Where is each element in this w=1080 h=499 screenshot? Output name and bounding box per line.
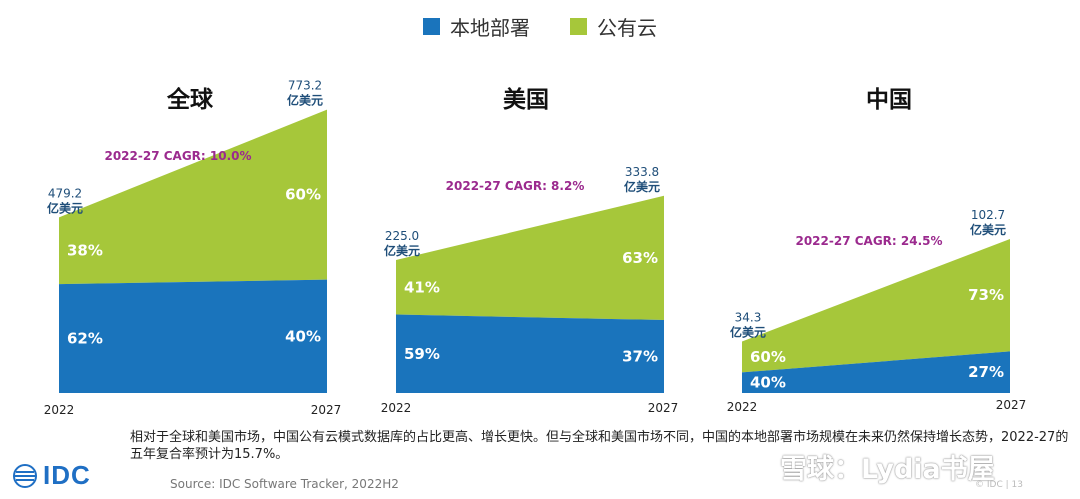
area-public-cloud-2: [396, 195, 664, 321]
legend-swatch-on-premise: [423, 18, 440, 35]
pct-label-on-premise-2027: 27%: [968, 363, 1004, 381]
idc-globe-icon: [13, 463, 37, 488]
pct-label-public-cloud-2022: 41%: [404, 278, 440, 296]
watermark: 雪球：Lydia书屋: [780, 454, 995, 485]
total-unit-2027: 亿美元: [970, 222, 1006, 237]
pct-label-public-cloud-2027: 63%: [622, 249, 658, 267]
pct-label-public-cloud-2022: 60%: [750, 348, 786, 366]
footnote: 相对于全球和美国市场，中国公有云模式数据库的占比更高、增长更快。但与全球和美国市…: [130, 430, 1069, 462]
legend-label-on-premise: 本地部署: [450, 16, 530, 40]
pct-label-on-premise-2027: 37%: [622, 348, 658, 366]
legend: 本地部署 公有云: [0, 12, 1080, 41]
x-tick-2027: 2027: [996, 398, 1027, 412]
pct-label-on-premise-2022: 59%: [404, 345, 440, 363]
total-label-2022: 479.2: [48, 186, 82, 200]
idc-logo-text: IDC: [43, 460, 91, 490]
total-label-2027: 333.8: [625, 165, 659, 179]
area-public-cloud-3: [742, 238, 1010, 373]
x-tick-2027: 2027: [648, 401, 679, 415]
total-label-2022: 34.3: [735, 311, 762, 325]
total-label-2022: 225.0: [385, 229, 419, 243]
area-on-premise-2: [396, 314, 664, 393]
x-tick-2022: 2022: [727, 400, 758, 414]
chart-title-2: 美国: [503, 86, 549, 113]
cagr-label: 2022-27 CAGR: 24.5%: [795, 234, 942, 248]
pct-label-on-premise-2027: 40%: [285, 327, 321, 345]
total-unit-2027: 亿美元: [287, 93, 323, 108]
area-on-premise-1: [59, 279, 327, 393]
total-label-2027: 102.7: [971, 208, 1005, 222]
legend-item-public-cloud: 公有云: [570, 12, 657, 41]
x-tick-2022: 2022: [44, 403, 75, 417]
chart-title-3: 中国: [866, 87, 912, 113]
legend-item-on-premise: 本地部署: [423, 12, 530, 41]
pct-label-public-cloud-2027: 73%: [968, 286, 1004, 304]
page-mark: © IDC | 13: [975, 480, 1023, 490]
pct-label-public-cloud-2022: 38%: [67, 242, 103, 260]
total-unit-2022: 亿美元: [384, 243, 420, 258]
legend-swatch-public-cloud: [570, 18, 587, 35]
total-unit-2027: 亿美元: [624, 179, 660, 194]
legend-label-public-cloud: 公有云: [597, 16, 657, 40]
total-unit-2022: 亿美元: [730, 325, 766, 340]
pct-label-on-premise-2022: 40%: [750, 374, 786, 392]
chart-title-1: 全球: [166, 86, 214, 113]
area-public-cloud-1: [59, 109, 327, 285]
pct-label-on-premise-2022: 62%: [67, 330, 103, 348]
total-label-2027: 773.2: [288, 79, 322, 93]
x-tick-2022: 2022: [381, 401, 412, 415]
cagr-label: 2022-27 CAGR: 8.2%: [446, 179, 585, 193]
total-unit-2022: 亿美元: [47, 200, 83, 215]
pct-label-public-cloud-2027: 60%: [285, 186, 321, 204]
area-on-premise-3: [742, 351, 1010, 393]
x-tick-2027: 2027: [311, 403, 342, 417]
source-note: Source: IDC Software Tracker, 2022H2: [170, 477, 399, 491]
idc-logo: IDC: [12, 460, 91, 491]
cagr-label: 2022-27 CAGR: 10.0%: [104, 149, 251, 163]
